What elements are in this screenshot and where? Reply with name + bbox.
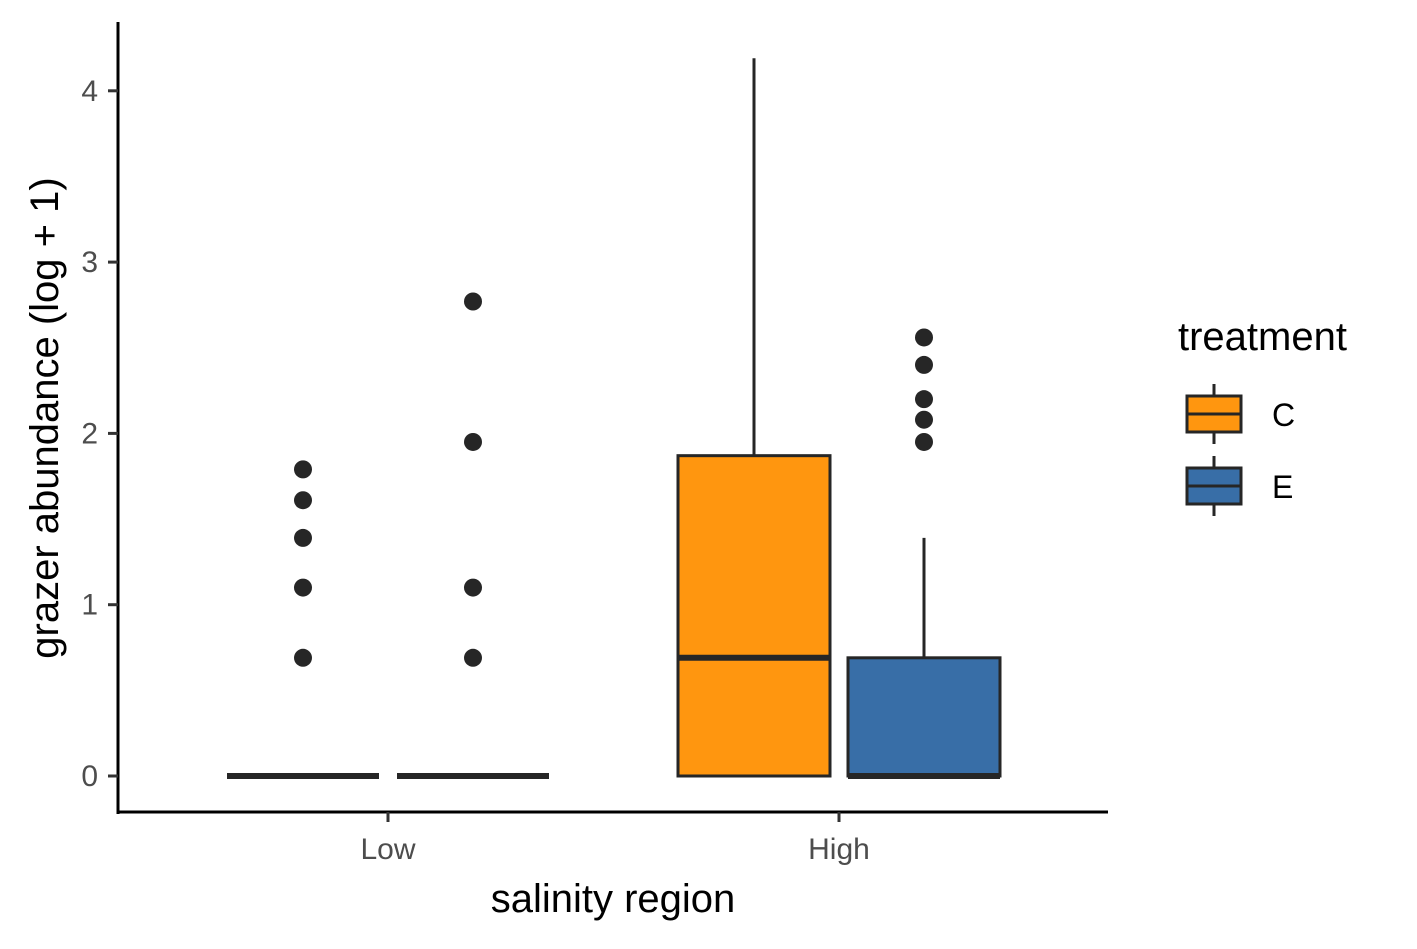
outlier-point bbox=[464, 578, 482, 597]
y-axis-title: grazer abundance (log + 1) bbox=[23, 177, 67, 658]
outlier-point bbox=[294, 578, 312, 597]
y-tick-label: 3 bbox=[81, 246, 98, 279]
y-tick-label: 1 bbox=[81, 589, 98, 622]
box-E-Low bbox=[397, 292, 549, 779]
outlier-point bbox=[464, 432, 482, 451]
outlier-point bbox=[464, 292, 482, 311]
legend: treatment CE bbox=[1178, 315, 1347, 516]
legend-title: treatment bbox=[1178, 315, 1347, 359]
box-E-High bbox=[846, 328, 1002, 779]
y-tick-label: 0 bbox=[81, 760, 98, 793]
outlier-point bbox=[915, 390, 933, 409]
outlier-point bbox=[915, 432, 933, 451]
x-tick-label: Low bbox=[360, 833, 415, 866]
outlier-point bbox=[294, 460, 312, 479]
box-C-High bbox=[676, 58, 832, 778]
legend-item-E: E bbox=[1185, 456, 1293, 516]
outlier-point bbox=[915, 328, 933, 347]
box-C-Low bbox=[227, 460, 379, 779]
outlier-point bbox=[294, 491, 312, 510]
x-tick-label: High bbox=[808, 833, 870, 866]
box-body bbox=[846, 656, 1002, 778]
y-tick-label: 4 bbox=[81, 75, 98, 108]
outlier-point bbox=[915, 355, 933, 374]
outlier-point bbox=[294, 648, 312, 667]
y-tick-label: 2 bbox=[81, 417, 98, 450]
outlier-point bbox=[464, 648, 482, 667]
legend-item-C: C bbox=[1185, 384, 1295, 444]
outlier-point bbox=[915, 410, 933, 429]
x-axis-title: salinity region bbox=[491, 877, 736, 921]
outlier-point bbox=[294, 528, 312, 547]
legend-label: E bbox=[1272, 469, 1293, 505]
box-body bbox=[676, 454, 832, 778]
legend-label: C bbox=[1272, 397, 1295, 433]
